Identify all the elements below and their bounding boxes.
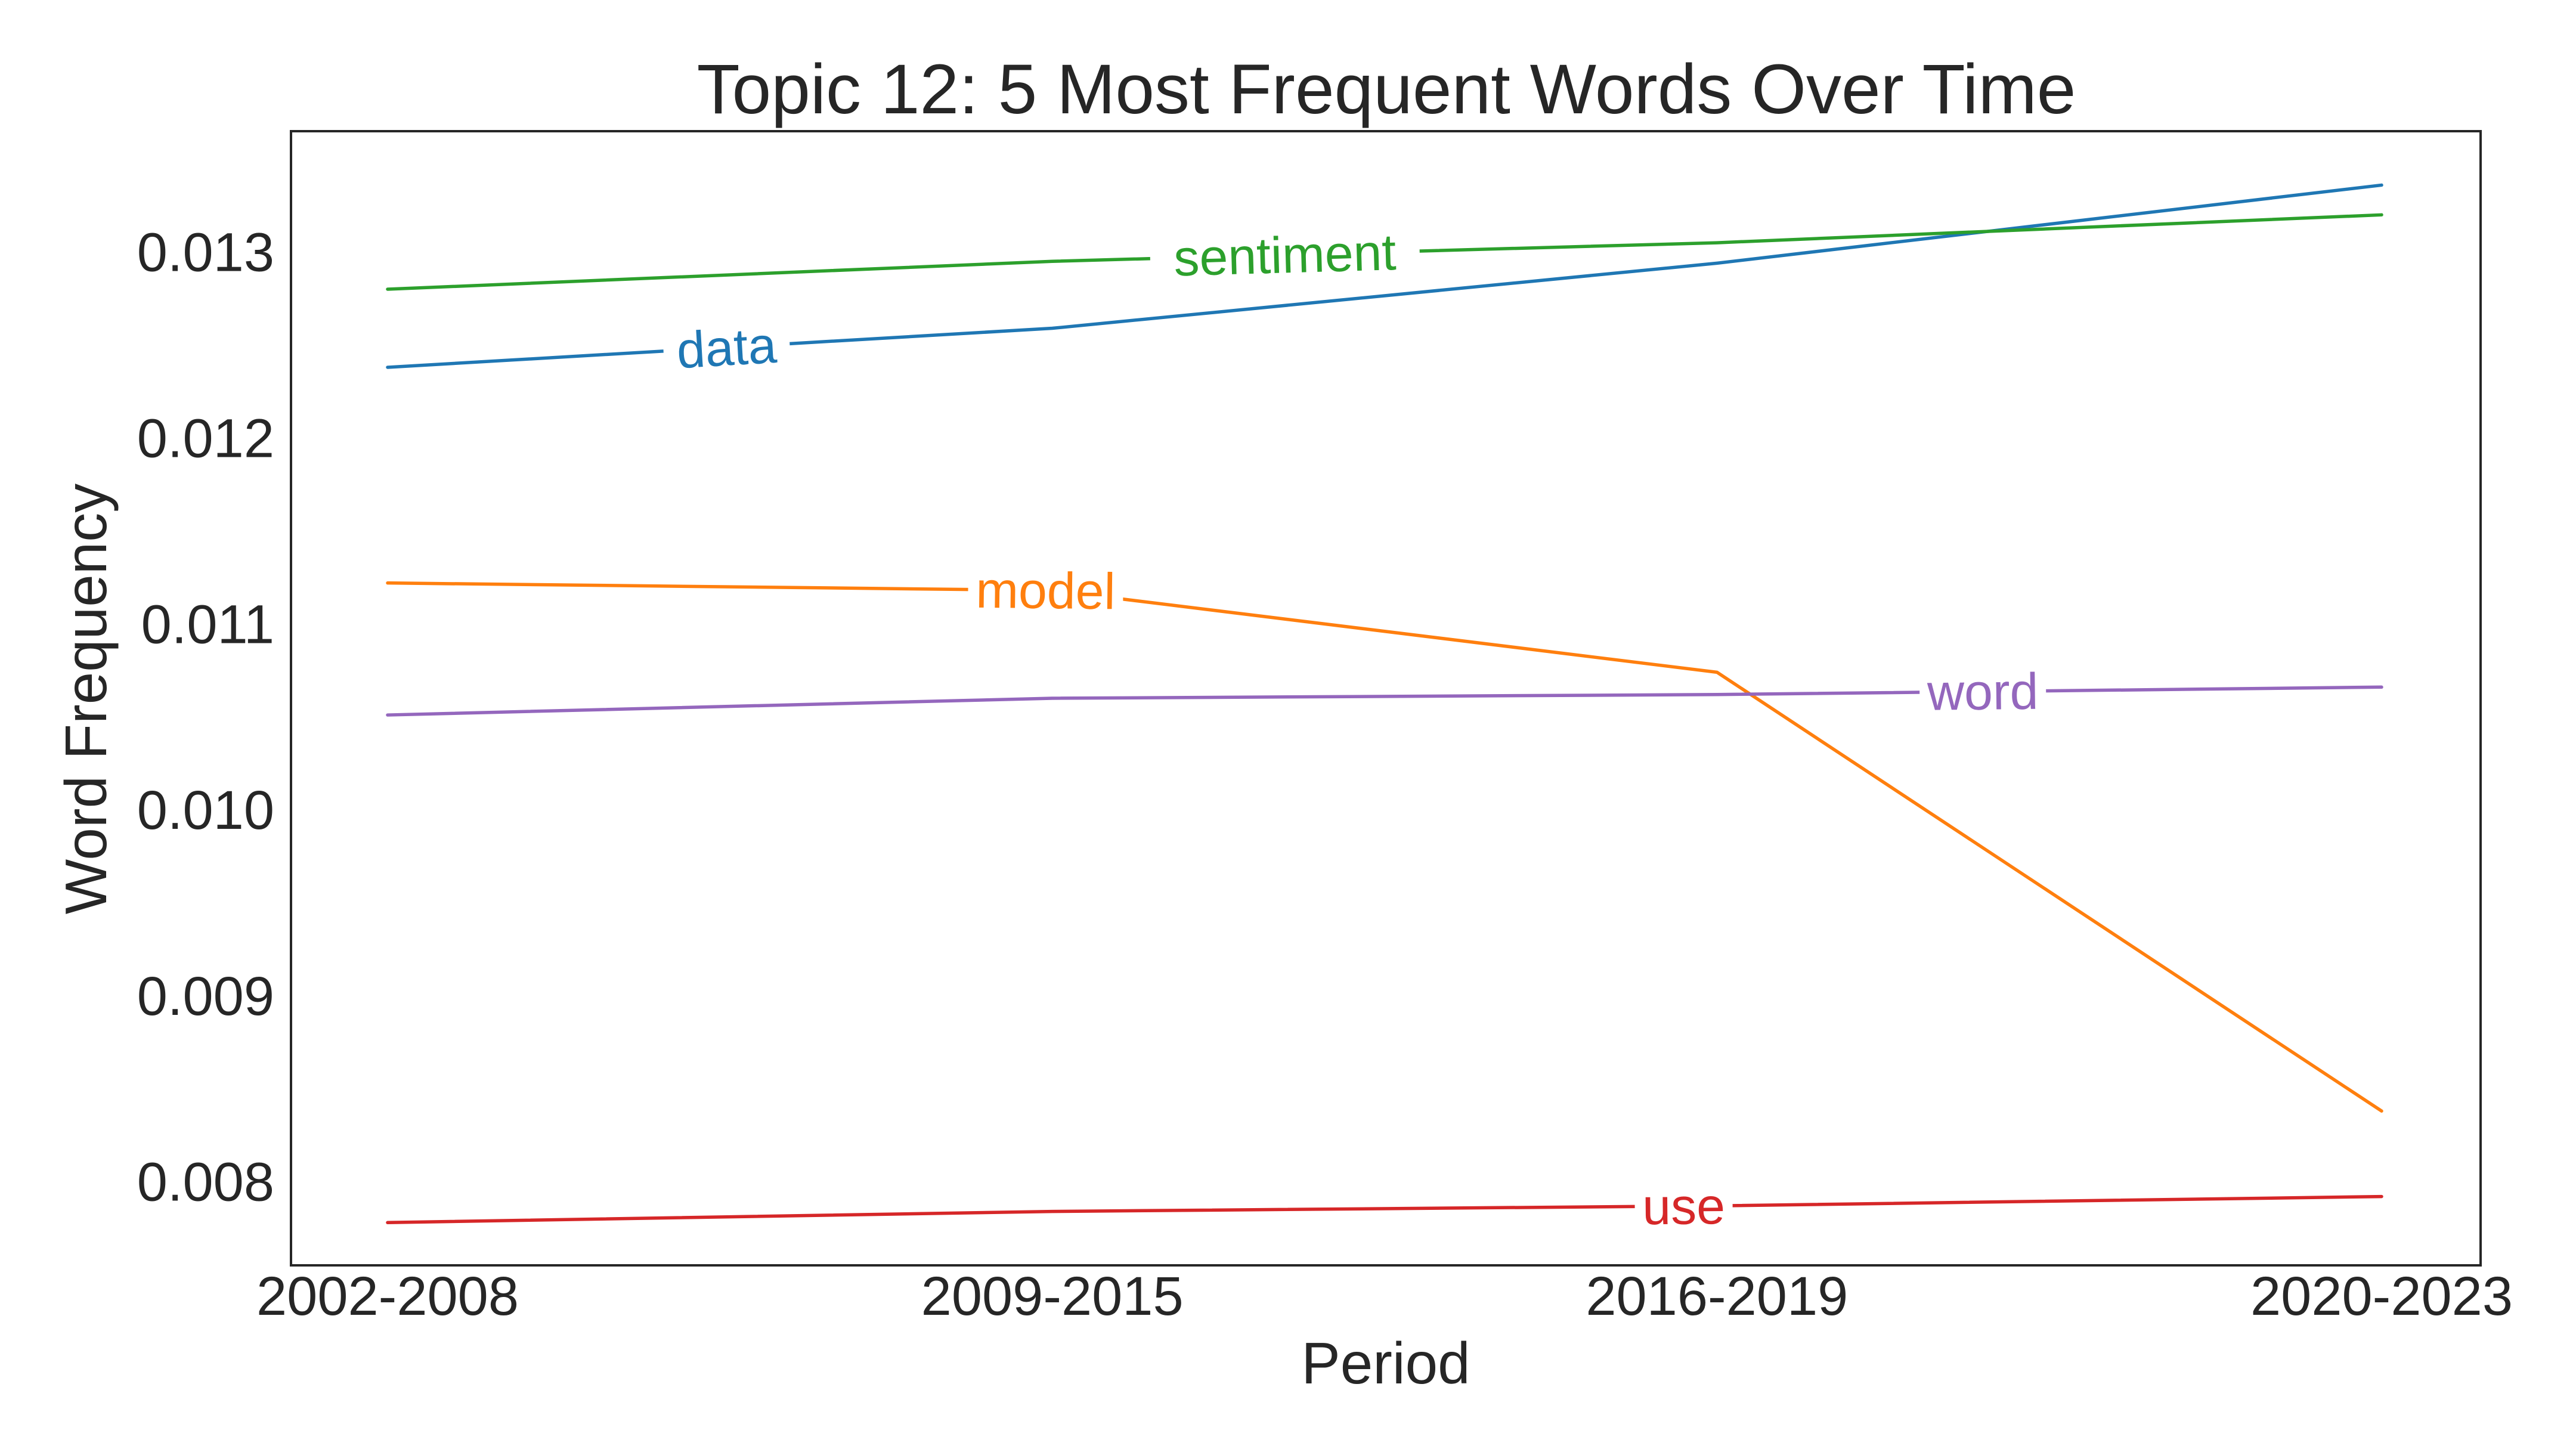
series-line-model [386, 581, 2383, 1113]
series-label-sentiment: sentiment [1173, 224, 1397, 287]
series-labels: data sentiment model word use [662, 224, 2046, 1236]
y-axis-ticks: 0.008 0.009 0.010 0.011 0.012 0.013 [137, 222, 274, 1213]
y-tick-label: 0.013 [137, 222, 274, 283]
plot-frame [290, 130, 2482, 1267]
series-label-word: word [1926, 663, 2038, 722]
y-tick-label: 0.008 [137, 1152, 274, 1213]
y-tick-label: 0.012 [137, 408, 274, 469]
series-line-use [386, 1194, 2383, 1225]
series-label-background [662, 320, 791, 375]
series-label-model: model [976, 562, 1116, 621]
series-label-background [1149, 227, 1420, 283]
x-tick-label: 2016-2019 [1586, 1266, 1848, 1327]
y-tick-label: 0.010 [137, 780, 274, 841]
x-tick-label: 2020-2023 [2250, 1266, 2513, 1327]
series-label-data: data [675, 317, 778, 380]
y-axis-label: Word Frequency [53, 484, 119, 915]
y-tick-label: 0.009 [137, 966, 274, 1027]
chart-title: Topic 12: 5 Most Frequent Words Over Tim… [697, 50, 2076, 129]
x-tick-label: 2002-2008 [256, 1266, 519, 1327]
x-axis-label: Period [1301, 1330, 1470, 1396]
x-tick-label: 2009-2015 [921, 1266, 1184, 1327]
series-label-background [968, 565, 1123, 615]
series-line-word [386, 685, 2383, 717]
series-lines [386, 183, 2383, 1225]
series-label-use: use [1642, 1178, 1725, 1236]
x-axis-ticks: 2002-2008 2009-2015 2016-2019 2020-2023 [256, 1266, 2513, 1327]
series-label-background [1634, 1182, 1733, 1231]
y-tick-label: 0.011 [141, 594, 274, 655]
series-label-background [1919, 667, 2046, 716]
